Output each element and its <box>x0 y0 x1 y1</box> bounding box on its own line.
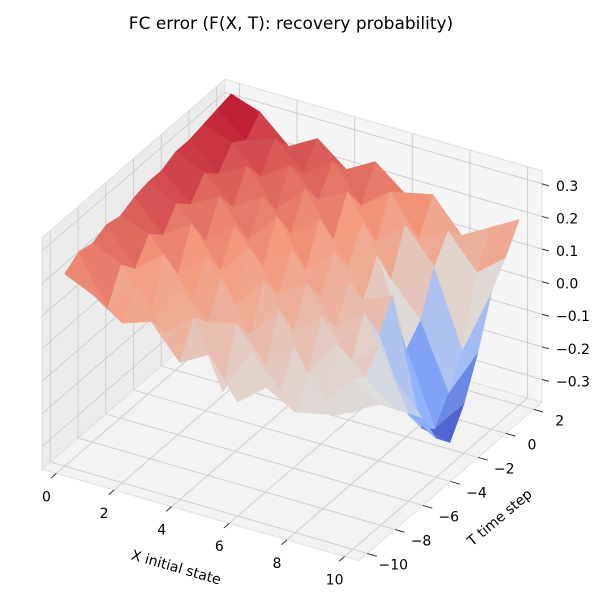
x-tick-label: 2 <box>100 506 109 522</box>
z-tick-label: 0.2 <box>556 211 578 227</box>
tick-mark <box>541 248 550 252</box>
y-tick-label: 0 <box>527 437 536 453</box>
x-tick-label: 0 <box>42 489 51 505</box>
tick-mark <box>541 215 550 219</box>
tick-mark <box>223 522 230 529</box>
tick-mark <box>478 456 488 461</box>
grid-line <box>105 413 423 506</box>
z-tick-label: −0.1 <box>556 309 590 325</box>
grid-line <box>224 91 543 185</box>
grid-line <box>50 461 368 554</box>
grid-line <box>77 437 396 530</box>
grid-line <box>133 389 451 482</box>
tick-mark <box>394 528 405 533</box>
x-tick-label: 10 <box>326 573 344 589</box>
z-tick-label: 0.0 <box>556 277 578 293</box>
tick-mark <box>338 556 345 562</box>
tick-mark <box>541 346 550 350</box>
tick-mark <box>281 539 288 546</box>
tick-mark <box>108 489 115 496</box>
y-tick-label: −8 <box>411 533 432 549</box>
z-tick-label: 0.3 <box>556 179 578 195</box>
tick-mark <box>541 378 550 382</box>
z-tick-label: −0.3 <box>556 374 590 390</box>
tick-mark <box>541 313 550 317</box>
z-tick-label: 0.1 <box>556 244 578 260</box>
x-tick-label: 6 <box>215 539 224 555</box>
surface-patch <box>476 219 520 273</box>
tick-mark <box>450 480 461 485</box>
tick-mark <box>165 506 173 512</box>
tick-mark <box>367 552 377 557</box>
y-tick-label: −2 <box>494 461 515 477</box>
tick-mark <box>422 504 433 509</box>
surface-patch <box>323 406 368 416</box>
y-tick-label: −6 <box>438 509 459 525</box>
tick-mark <box>533 408 544 413</box>
z-tick-label: −0.2 <box>556 342 590 358</box>
y-tick-label: −10 <box>379 557 409 573</box>
x-tick-label: 4 <box>157 523 166 539</box>
x-tick-label: 8 <box>272 556 281 572</box>
tick-mark <box>50 472 57 479</box>
x-axis-label: X initial state <box>129 548 222 589</box>
tick-mark <box>541 281 550 285</box>
chart-title: FC error (F(X, T): recovery probability) <box>129 14 453 34</box>
grid-line <box>41 91 226 252</box>
y-tick-label: 2 <box>555 413 564 429</box>
tick-mark <box>505 432 516 437</box>
tick-mark <box>541 183 550 187</box>
y-tick-label: −4 <box>466 485 487 501</box>
